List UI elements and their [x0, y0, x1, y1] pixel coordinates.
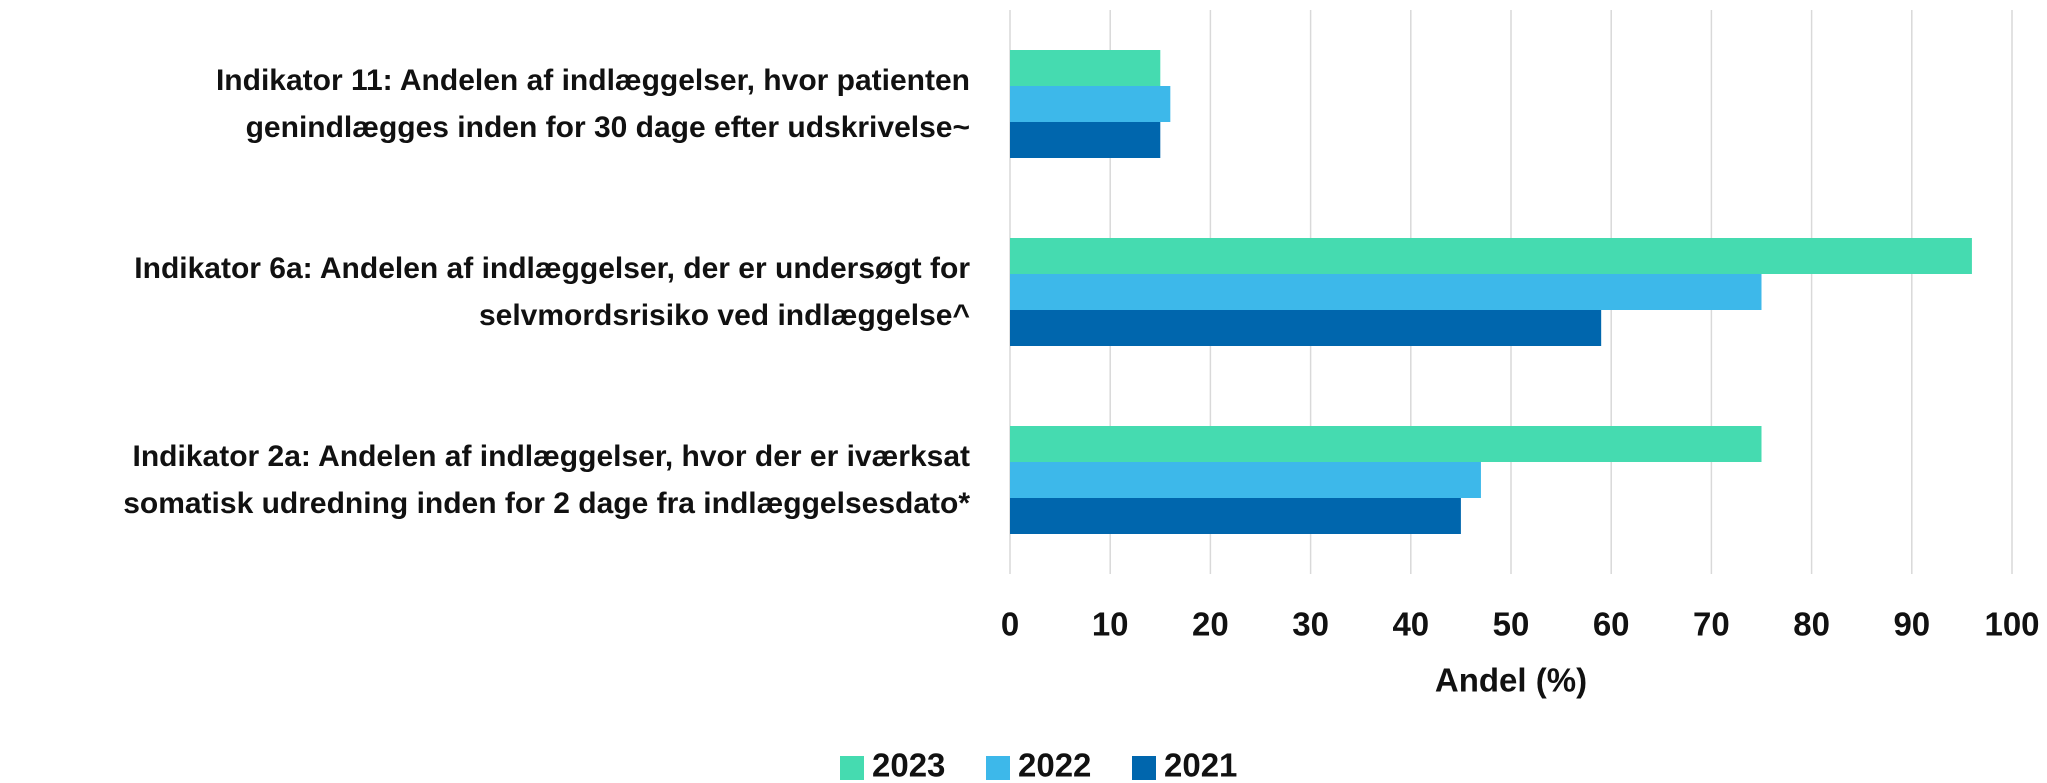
- legend-swatch: [1132, 756, 1156, 780]
- bar: [1010, 310, 1602, 346]
- x-tick-label: 100: [1984, 606, 2039, 643]
- x-tick-label: 60: [1593, 606, 1630, 643]
- legend-swatch: [986, 756, 1010, 780]
- bar: [1010, 426, 1762, 462]
- bar: [1010, 122, 1161, 158]
- x-tick-label: 10: [1092, 606, 1129, 643]
- category-label: Indikator 11: Andelen af indlæggelser, h…: [215, 64, 970, 144]
- bar: [1010, 86, 1171, 122]
- legend-label: 2023: [872, 747, 945, 783]
- category-label: Indikator 6a: Andelen af indlæggelser, d…: [134, 252, 970, 332]
- bar: [1010, 50, 1161, 86]
- x-tick-label: 40: [1392, 606, 1429, 643]
- x-tick-label: 50: [1493, 606, 1530, 643]
- x-tick-label: 0: [1001, 606, 1019, 643]
- x-tick-label: 90: [1893, 606, 1930, 643]
- x-tick-label: 70: [1693, 606, 1730, 643]
- x-tick-label: 20: [1192, 606, 1229, 643]
- bar: [1010, 498, 1461, 534]
- x-tick-label: 80: [1793, 606, 1830, 643]
- legend-label: 2021: [1164, 747, 1237, 783]
- legend-label: 2022: [1018, 747, 1091, 783]
- category-label: Indikator 2a: Andelen af indlæggelser, h…: [123, 440, 970, 520]
- x-tick-label: 30: [1292, 606, 1329, 643]
- bar: [1010, 274, 1762, 310]
- legend-swatch: [840, 756, 864, 780]
- bar: [1010, 238, 1972, 274]
- bar: [1010, 462, 1481, 498]
- x-axis-title: Andel (%): [1435, 662, 1587, 699]
